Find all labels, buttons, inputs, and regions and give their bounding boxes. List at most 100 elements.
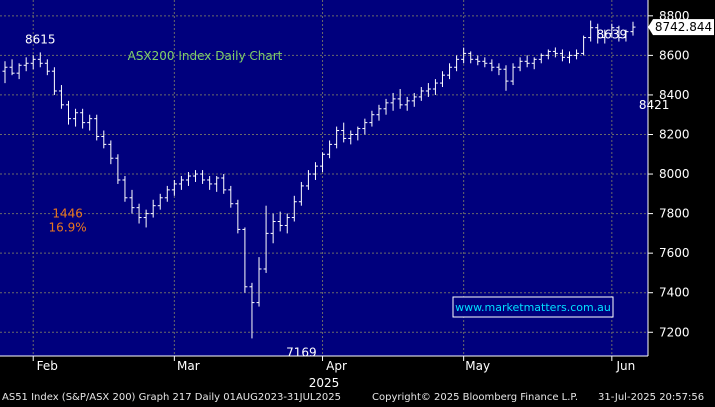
y-tick-label: 7400 bbox=[659, 286, 690, 300]
ohlc-bar bbox=[305, 170, 311, 190]
ohlc-bar bbox=[609, 23, 615, 38]
drop-percent-label: 16.9% bbox=[49, 221, 87, 235]
y-tick-label: 7600 bbox=[659, 246, 690, 260]
ohlc-bar bbox=[129, 189, 135, 214]
ohlc-bar bbox=[369, 110, 375, 127]
ohlc-bar bbox=[277, 211, 283, 232]
ohlc-bar bbox=[298, 181, 304, 206]
ohlc-bar bbox=[510, 63, 516, 86]
ohlc-bar bbox=[221, 174, 227, 194]
x-tick-label: Jun bbox=[615, 359, 635, 373]
ohlc-bar bbox=[588, 20, 594, 42]
drop-points-label: 1446 bbox=[52, 207, 83, 221]
y-tick-label: 7800 bbox=[659, 207, 690, 221]
last-price-box bbox=[653, 19, 714, 36]
ohlc-bar bbox=[397, 89, 403, 109]
watermark: www.marketmatters.com.au bbox=[452, 296, 614, 318]
ohlc-bar bbox=[334, 126, 340, 149]
ohlc-bar bbox=[66, 100, 72, 125]
ohlc-bar bbox=[496, 63, 502, 76]
ohlc-bar bbox=[468, 51, 474, 64]
ohlc-bar bbox=[58, 85, 64, 109]
ohlc-bar bbox=[115, 154, 121, 184]
ohlc-bar bbox=[425, 83, 431, 97]
ohlc-bar bbox=[164, 185, 170, 202]
ohlc-bar bbox=[376, 104, 382, 121]
ohlc-bar bbox=[595, 23, 601, 44]
ohlc-bar bbox=[16, 63, 22, 80]
price-bars bbox=[2, 20, 636, 339]
watermark-text: www.marketmatters.com.au bbox=[455, 301, 611, 314]
x-tick-label: Feb bbox=[37, 359, 58, 373]
ohlc-bar bbox=[143, 209, 149, 228]
ohlc-bar bbox=[193, 170, 199, 182]
ohlc-bar bbox=[616, 25, 622, 42]
ohlc-bar bbox=[623, 29, 629, 42]
ohlc-bar bbox=[630, 21, 636, 36]
footer-security-info: AS51 Index (S&P/ASX 200) Graph 217 Daily… bbox=[2, 392, 341, 403]
ohlc-bar bbox=[214, 176, 220, 192]
price-annotation: 8615 bbox=[25, 32, 56, 46]
x-axis-panel bbox=[0, 356, 715, 389]
ohlc-bar bbox=[447, 63, 453, 80]
price-annotation: 8639 bbox=[597, 28, 628, 42]
ohlc-bar bbox=[355, 126, 361, 141]
ohlc-bar bbox=[87, 114, 93, 131]
ohlc-bar bbox=[263, 205, 269, 273]
ohlc-bar bbox=[461, 47, 467, 64]
y-tick-label: 7200 bbox=[659, 325, 690, 339]
ohlc-bar bbox=[566, 51, 572, 64]
ohlc-bar bbox=[390, 92, 396, 111]
ohlc-bar bbox=[23, 57, 29, 72]
ohlc-bar bbox=[171, 179, 177, 196]
ohlc-bar bbox=[432, 79, 438, 95]
drop-annotation: 1446 16.9% bbox=[49, 207, 87, 235]
price-annotation: 7169 bbox=[286, 345, 317, 359]
ohlc-bar bbox=[524, 55, 530, 68]
ohlc-bar bbox=[327, 140, 333, 159]
ohlc-bar bbox=[207, 176, 213, 190]
ohlc-bar bbox=[552, 47, 558, 58]
ohlc-bar bbox=[150, 199, 156, 218]
ohlc-bar bbox=[341, 122, 347, 143]
x-tick-label: Mar bbox=[177, 359, 200, 373]
watermark-box bbox=[452, 296, 614, 318]
ohlc-bar bbox=[320, 152, 326, 173]
ohlc-bar bbox=[545, 49, 551, 60]
ohlc-bar bbox=[362, 118, 368, 135]
ohlc-bar bbox=[80, 108, 86, 129]
ohlc-bar bbox=[249, 282, 255, 339]
chart-title: ASX200 Index Daily Chart bbox=[128, 49, 283, 63]
ohlc-bar bbox=[581, 35, 587, 56]
ohlc-bar bbox=[482, 57, 488, 68]
ohlc-bar bbox=[101, 130, 107, 149]
ohlc-bar bbox=[517, 57, 523, 72]
ohlc-bar bbox=[108, 140, 114, 165]
ohlc-bar bbox=[30, 55, 36, 70]
last-price-value: 8742.844 bbox=[655, 20, 712, 34]
ohlc-bar bbox=[454, 55, 460, 72]
ohlc-bar bbox=[503, 65, 509, 91]
x-axis-ticks: FebMarAprMayJunJul bbox=[0, 355, 648, 373]
ohlc-bar bbox=[489, 59, 495, 72]
ohlc-bar bbox=[2, 61, 8, 84]
ohlc-bar bbox=[602, 29, 608, 44]
ohlc-bar bbox=[178, 176, 184, 190]
ohlc-bar bbox=[383, 98, 389, 115]
ohlc-bar bbox=[418, 87, 424, 101]
ohlc-bar bbox=[291, 195, 297, 222]
price-annotations: 86157169863984218776 bbox=[25, 28, 670, 360]
ohlc-bar bbox=[228, 185, 234, 208]
ohlc-bar bbox=[73, 108, 79, 127]
ohlc-bar bbox=[284, 213, 290, 234]
ohlc-bar bbox=[256, 257, 262, 307]
ohlc-bar bbox=[157, 193, 163, 210]
footer-timestamp: 31-Jul-2025 20:57:56 bbox=[598, 392, 705, 403]
price-annotation: 8421 bbox=[639, 98, 670, 112]
ohlc-bar bbox=[538, 53, 544, 64]
ohlc-bar bbox=[439, 71, 445, 88]
x-tick-label: May bbox=[465, 359, 490, 373]
ohlc-bar bbox=[200, 170, 206, 184]
ohlc-bar bbox=[242, 227, 248, 293]
ohlc-bar bbox=[51, 67, 57, 95]
